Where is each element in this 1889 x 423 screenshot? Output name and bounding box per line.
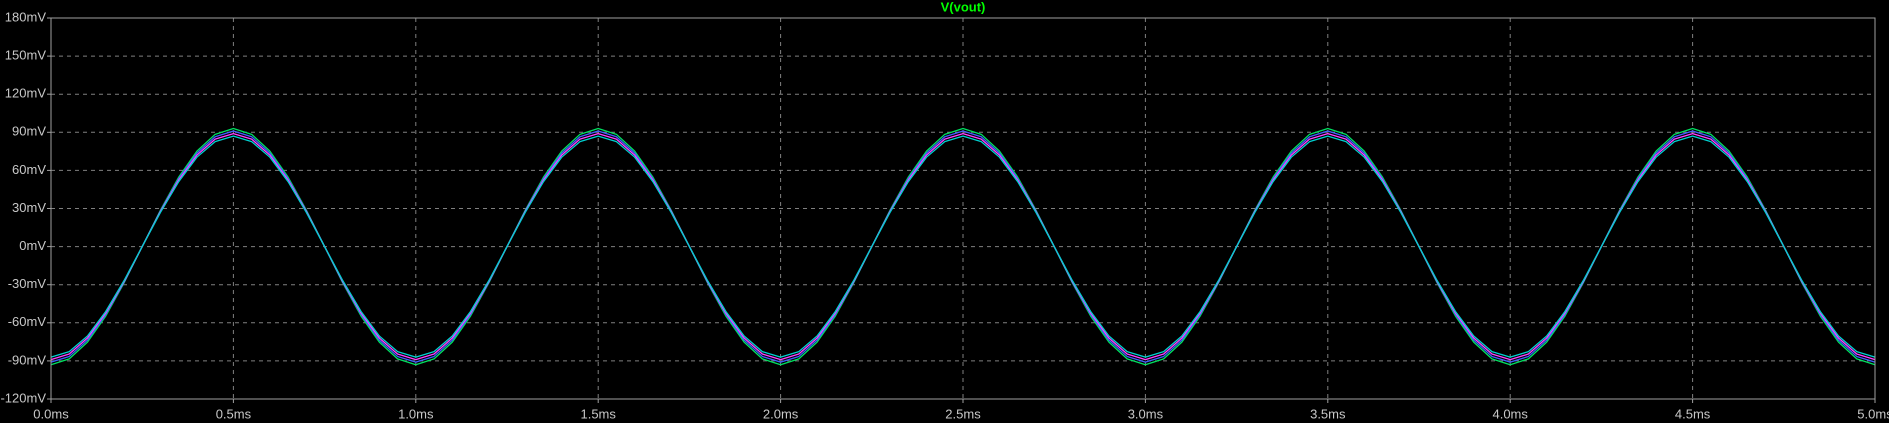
y-tick-label: -60mV xyxy=(8,314,47,329)
y-tick-label: 150mV xyxy=(5,48,47,63)
x-tick-label: 4.5ms xyxy=(1675,406,1711,421)
y-tick-label: 120mV xyxy=(5,86,47,101)
y-tick-label: -90mV xyxy=(8,352,47,367)
x-tick-label: 3.0ms xyxy=(1128,406,1164,421)
x-tick-label: 2.5ms xyxy=(945,406,981,421)
y-tick-label: -120mV xyxy=(0,390,46,405)
trace xyxy=(50,135,1876,358)
y-tick-label: -30mV xyxy=(8,276,47,291)
x-tick-label: 1.0ms xyxy=(398,406,434,421)
x-tick-label: 3.5ms xyxy=(1310,406,1346,421)
y-tick-label: 30mV xyxy=(12,200,46,215)
plot-frame xyxy=(50,17,1876,400)
chart-title: V(vout) xyxy=(941,0,986,14)
y-tick-label: 0mV xyxy=(19,238,46,253)
x-tick-label: 1.5ms xyxy=(580,406,616,421)
y-tick-label: 90mV xyxy=(12,124,46,139)
traces xyxy=(50,127,1876,366)
y-tick-label: 180mV xyxy=(5,9,47,24)
x-tick-label: 0.5ms xyxy=(216,406,252,421)
x-tick-label: 0.0ms xyxy=(33,406,69,421)
x-tick-label: 4.0ms xyxy=(1492,406,1528,421)
y-tick-label: 60mV xyxy=(12,162,46,177)
x-tick-label: 5.0ms xyxy=(1857,406,1889,421)
x-tick-label: 2.0ms xyxy=(763,406,799,421)
